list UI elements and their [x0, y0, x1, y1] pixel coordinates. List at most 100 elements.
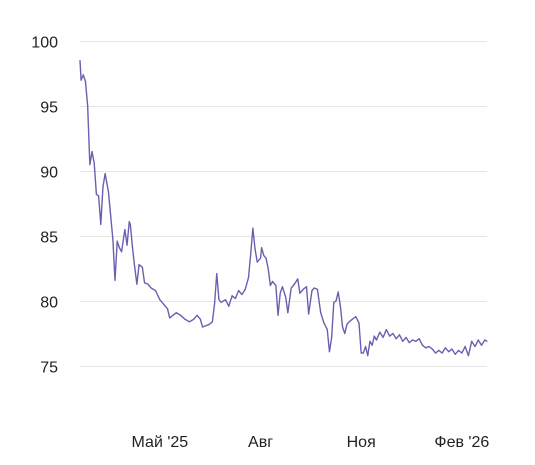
data-point — [290, 287, 292, 289]
data-point — [84, 80, 87, 82]
data-point — [252, 227, 254, 229]
data-point — [213, 303, 216, 305]
data-point — [428, 345, 430, 348]
data-point — [199, 318, 201, 320]
data-point — [124, 228, 126, 231]
data-point — [147, 283, 149, 285]
data-point — [91, 150, 93, 153]
data-point — [228, 305, 230, 307]
data-point — [216, 273, 218, 275]
data-point — [431, 348, 433, 350]
y-tick-label: 75 — [40, 360, 58, 377]
data-point — [287, 312, 289, 314]
data-point — [129, 223, 131, 225]
data-point — [131, 247, 134, 249]
data-point — [375, 339, 378, 341]
data-point — [313, 287, 315, 289]
data-point — [335, 300, 337, 302]
data-point — [231, 295, 233, 297]
data-point — [311, 290, 313, 292]
data-point — [114, 279, 116, 281]
data-point — [93, 162, 95, 164]
data-point — [464, 345, 466, 348]
data-point — [128, 221, 130, 223]
data-point — [328, 351, 331, 353]
data-point — [484, 339, 486, 341]
data-point — [367, 355, 369, 357]
data-point — [418, 338, 420, 340]
y-axis: 75 80 85 90 95 100 — [31, 35, 58, 377]
data-point — [385, 329, 387, 331]
data-point — [254, 248, 256, 250]
data-point — [256, 261, 258, 263]
data-point — [305, 286, 308, 288]
data-point — [371, 344, 373, 346]
data-point — [220, 301, 222, 303]
data-point — [402, 340, 404, 342]
data-point — [104, 173, 106, 175]
data-point — [477, 339, 479, 341]
data-point — [112, 238, 114, 240]
data-point — [79, 59, 81, 62]
data-point — [471, 340, 473, 342]
data-point — [421, 344, 424, 346]
data-point — [265, 257, 267, 259]
y-tick-label: 100 — [31, 35, 58, 52]
y-tick-label: 80 — [40, 295, 58, 312]
data-point — [261, 247, 263, 249]
data-point — [271, 280, 274, 283]
data-point — [297, 278, 299, 280]
data-point — [331, 336, 333, 339]
data-point — [184, 318, 186, 320]
data-point — [467, 355, 469, 357]
data-point — [193, 318, 195, 320]
data-point — [87, 105, 89, 107]
x-tick-label: Фев '26 — [434, 434, 489, 451]
y-tick-label: 85 — [40, 230, 58, 247]
data-point — [107, 191, 110, 193]
data-point — [141, 266, 143, 268]
data-point — [434, 352, 437, 354]
data-point — [279, 292, 281, 294]
data-point — [362, 352, 364, 354]
data-point — [169, 317, 171, 319]
data-point — [293, 283, 296, 285]
data-point — [126, 244, 128, 246]
data-point — [100, 223, 102, 225]
data-point — [454, 353, 456, 355]
data-point — [379, 331, 381, 333]
data-point — [218, 299, 220, 301]
data-point — [118, 247, 120, 249]
chart-grid — [80, 41, 487, 367]
data-point — [461, 352, 463, 354]
data-point — [159, 299, 161, 301]
data-point — [238, 290, 240, 292]
data-point — [154, 290, 157, 292]
x-axis: Май '25 Авг Ноя Фев '26 — [132, 434, 490, 451]
data-point — [408, 342, 410, 344]
data-point — [320, 312, 322, 314]
data-point — [201, 326, 204, 328]
data-point — [136, 283, 138, 285]
data-point — [134, 266, 136, 268]
data-point — [102, 186, 104, 188]
data-point — [138, 264, 140, 266]
data-point — [299, 292, 301, 294]
data-point — [364, 345, 367, 348]
data-point — [143, 282, 146, 284]
data-point — [205, 325, 207, 327]
data-point — [339, 305, 341, 307]
data-point — [241, 293, 243, 296]
data-point — [250, 253, 252, 255]
data-point — [333, 301, 335, 303]
data-point — [150, 287, 152, 289]
data-point — [451, 348, 453, 350]
data-point — [175, 312, 177, 314]
data-point — [275, 284, 277, 287]
x-tick-label: Ноя — [347, 434, 376, 451]
data-point — [412, 339, 414, 341]
data-point — [395, 338, 397, 340]
data-point — [486, 340, 488, 342]
data-point — [344, 332, 346, 335]
data-point — [405, 336, 407, 339]
